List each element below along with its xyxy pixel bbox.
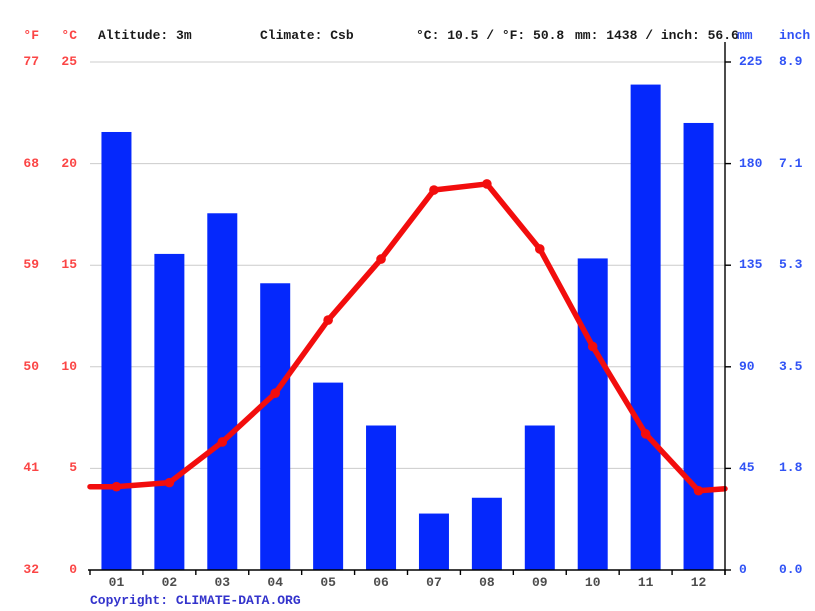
header-unit-inch: inch [779, 28, 811, 43]
precip-axis-label-mm: 225 [739, 54, 763, 69]
header-precip-summary: mm: 1438 / inch: 56.6 [575, 28, 739, 43]
month-label: 04 [267, 575, 283, 590]
temp-point [429, 185, 439, 195]
precip-axis-label-inch: 7.1 [779, 155, 803, 171]
temp-axis-label-c: 5 [69, 460, 77, 476]
month-label: 03 [214, 575, 231, 590]
precip-axis-label-inch: 3.5 [779, 358, 803, 374]
temp-point [217, 437, 228, 447]
month-label: 02 [161, 575, 178, 590]
month-label: 05 [320, 575, 336, 590]
precip-axis-label-mm: 45 [739, 460, 755, 476]
month-label: 06 [373, 575, 389, 590]
copyright-line: Copyright: CLIMATE-DATA.ORG [90, 593, 301, 608]
temp-axis-label-c: 20 [61, 155, 77, 171]
header-unit-c: °C [61, 28, 77, 43]
precip-bar [630, 84, 661, 571]
temp-point [164, 477, 175, 488]
temp-point [587, 341, 598, 352]
precip-bar [366, 425, 397, 570]
precip-bar [260, 283, 291, 570]
precip-axis-label-mm: 0 [739, 562, 747, 577]
month-label: 11 [637, 575, 654, 590]
temp-point [482, 179, 492, 189]
month-label: 01 [108, 575, 125, 590]
temp-point [323, 315, 333, 325]
precip-axis-label-mm: 180 [739, 155, 763, 171]
temp-point [376, 254, 386, 264]
temp-point [640, 429, 651, 439]
precip-axis-label-mm: 90 [739, 358, 755, 374]
precip-bar [418, 513, 449, 570]
precip-bar [524, 425, 555, 570]
precip-axis-label-inch: 8.9 [779, 54, 803, 69]
precip-bar [154, 253, 185, 570]
temp-line [87, 181, 728, 494]
temp-point [693, 485, 704, 496]
header-unit-mm: mm [737, 28, 753, 43]
precip-bar [101, 131, 132, 571]
temp-axis-label-f: 59 [23, 257, 39, 273]
temp-axis-label-f: 41 [23, 460, 39, 476]
precip-axis-label-mm: 135 [739, 257, 763, 273]
header-altitude: Altitude: 3m [98, 28, 192, 43]
month-label: 10 [584, 575, 601, 590]
month-label: 09 [531, 575, 548, 590]
temp-axis-label-c: 10 [61, 358, 77, 374]
precip-bar [471, 497, 502, 570]
month-label: 08 [479, 575, 495, 590]
temp-axis-label-f: 50 [23, 358, 39, 374]
precip-axis-label-inch: 5.3 [779, 257, 803, 273]
precip-bar [577, 258, 608, 570]
precip-bar [207, 213, 238, 570]
temp-point [534, 244, 545, 254]
precip-axis-label-inch: 0.0 [779, 562, 803, 577]
temp-axis-label-c: 15 [61, 257, 77, 273]
temp-axis-label-c: 25 [61, 54, 77, 69]
climate-data-link[interactable]: CLIMATE-DATA.ORG [175, 593, 301, 608]
precip-bar [683, 122, 714, 571]
temp-axis-label-f: 32 [23, 562, 39, 577]
temp-axis-label-f: 77 [23, 54, 39, 69]
header-climate: Climate: Csb [260, 28, 354, 43]
temp-point [270, 388, 281, 399]
temp-axis-label-c: 0 [69, 562, 77, 577]
precip-axis-label-inch: 1.8 [779, 460, 803, 476]
copyright-label: Copyright: [90, 593, 169, 608]
header-temp-summary: °C: 10.5 / °F: 50.8 [416, 28, 565, 43]
month-label: 07 [426, 575, 442, 590]
header-unit-f: °F [23, 28, 39, 43]
month-label: 12 [690, 575, 707, 590]
temp-point [111, 481, 122, 492]
precip-bar [313, 382, 344, 570]
temp-axis-label-f: 68 [23, 155, 39, 171]
